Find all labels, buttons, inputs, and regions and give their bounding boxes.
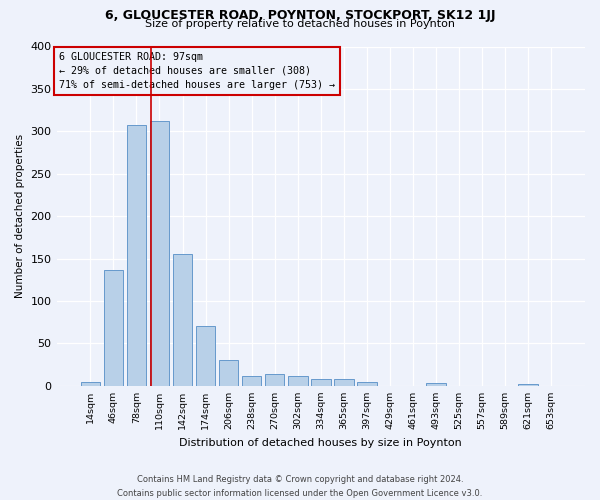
- Text: 6 GLOUCESTER ROAD: 97sqm
← 29% of detached houses are smaller (308)
71% of semi-: 6 GLOUCESTER ROAD: 97sqm ← 29% of detach…: [59, 52, 335, 90]
- X-axis label: Distribution of detached houses by size in Poynton: Distribution of detached houses by size …: [179, 438, 462, 448]
- Bar: [518, 384, 538, 386]
- Bar: [196, 326, 215, 386]
- Bar: [334, 379, 353, 386]
- Bar: [127, 124, 146, 386]
- Text: 6, GLOUCESTER ROAD, POYNTON, STOCKPORT, SK12 1JJ: 6, GLOUCESTER ROAD, POYNTON, STOCKPORT, …: [105, 9, 495, 22]
- Y-axis label: Number of detached properties: Number of detached properties: [15, 134, 25, 298]
- Bar: [288, 376, 308, 386]
- Bar: [219, 360, 238, 386]
- Bar: [149, 121, 169, 386]
- Bar: [265, 374, 284, 386]
- Bar: [242, 376, 262, 386]
- Bar: [80, 382, 100, 386]
- Bar: [426, 384, 446, 386]
- Bar: [104, 270, 123, 386]
- Bar: [173, 254, 193, 386]
- Bar: [311, 379, 331, 386]
- Text: Contains HM Land Registry data © Crown copyright and database right 2024.
Contai: Contains HM Land Registry data © Crown c…: [118, 476, 482, 498]
- Bar: [357, 382, 377, 386]
- Text: Size of property relative to detached houses in Poynton: Size of property relative to detached ho…: [145, 19, 455, 29]
